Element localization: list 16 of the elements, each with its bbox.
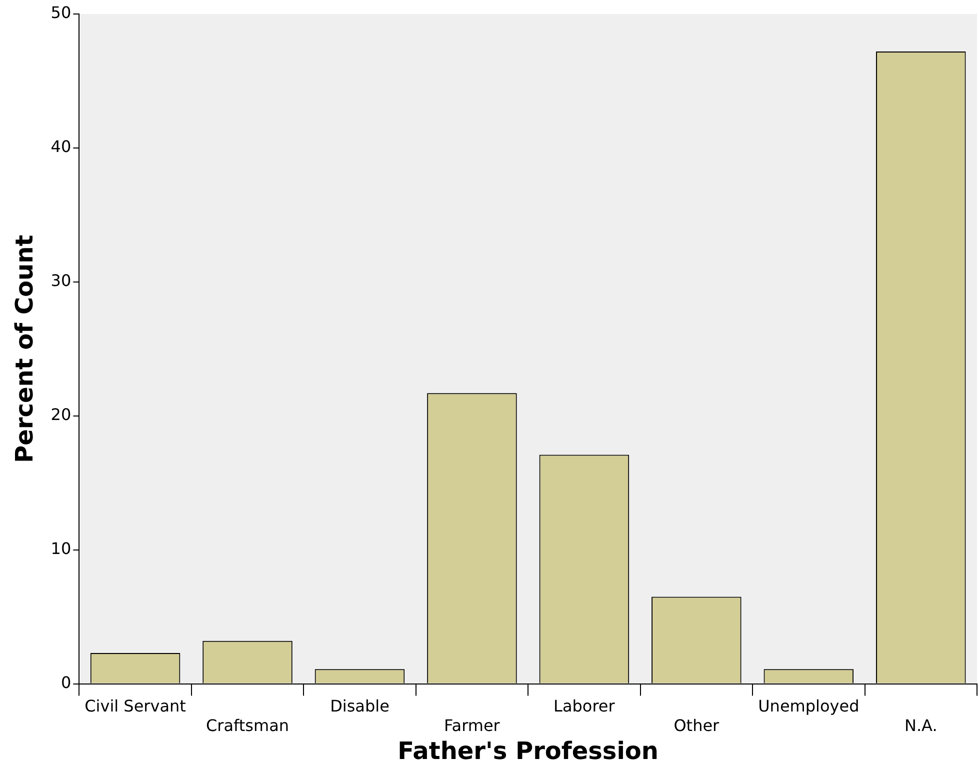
- x-tick-label: N.A.: [904, 716, 938, 735]
- y-tick-label: 0: [60, 672, 72, 692]
- x-axis-title: Father's Profession: [398, 736, 659, 765]
- x-tick-label: Unemployed: [758, 696, 860, 716]
- x-tick-label: Disable: [330, 696, 390, 716]
- x-tick-label: Other: [674, 716, 720, 735]
- x-tick-label: Craftsman: [206, 716, 290, 735]
- y-tick-label: 40: [50, 137, 72, 156]
- x-tick-label: Laborer: [554, 696, 616, 716]
- y-axis-title: Percent of Count: [10, 234, 39, 463]
- y-tick-label: 50: [50, 3, 72, 22]
- y-tick-label: 20: [50, 405, 72, 424]
- y-tick-label: 30: [50, 271, 72, 290]
- x-tick-label: Farmer: [444, 716, 500, 735]
- y-tick-label: 10: [50, 538, 72, 558]
- x-tick-label: Civil Servant: [84, 696, 186, 716]
